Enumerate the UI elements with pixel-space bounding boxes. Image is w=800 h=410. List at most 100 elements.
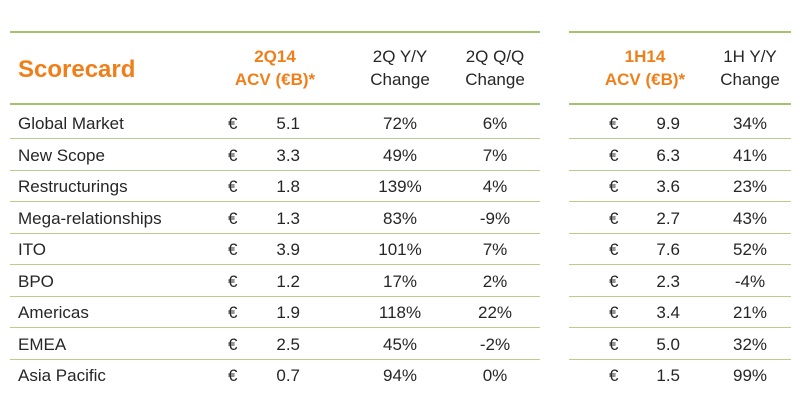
header-2q-qq-line1: 2Q Q/Q <box>465 47 525 66</box>
row-acv-2q14: 1.8 <box>276 177 300 196</box>
row-acv-2q14: 3.9 <box>276 240 300 259</box>
row-acv-1h14: 5.0 <box>656 335 680 354</box>
row-currency-2q: € <box>228 303 238 322</box>
row-currency-2q: € <box>228 209 238 228</box>
row-divider-left <box>10 327 540 328</box>
right-table-top-rule <box>569 31 791 33</box>
row-divider-right <box>569 327 791 328</box>
row-acv-1h14: 3.6 <box>656 177 680 196</box>
row-acv-1h14: 3.4 <box>656 303 680 322</box>
row-yy-1h: 21% <box>732 303 768 322</box>
table-row: Global Market €5.1 72% 6% €9.9 34% <box>0 114 800 136</box>
header-2q14-acv-line2: ACV (€B)* <box>234 70 316 89</box>
row-acv-2q14: 5.1 <box>276 114 300 133</box>
row-yy-1h: 32% <box>732 335 768 354</box>
header-1h-yy-line2: Change <box>720 70 780 89</box>
row-currency-2q: € <box>228 177 238 196</box>
row-currency-2q: € <box>228 335 238 354</box>
row-currency-1h: € <box>609 177 619 196</box>
row-qq-2q: 22% <box>477 303 513 322</box>
row-label: New Scope <box>18 146 105 165</box>
row-currency-2q: € <box>228 114 238 133</box>
table-row: Asia Pacific €0.7 94% 0% €1.5 99% <box>0 366 800 388</box>
header-2q14-acv-line1: 2Q14 <box>254 47 296 66</box>
row-acv-1h14: 1.5 <box>656 366 680 385</box>
row-label: ITO <box>18 240 47 259</box>
row-acv-2q14: 1.2 <box>276 272 300 291</box>
row-yy-2q: 101% <box>378 240 422 259</box>
row-acv-2q14: 1.3 <box>276 209 300 228</box>
header-1h-yy-change: 1H Y/Y Change <box>700 45 800 91</box>
row-currency-1h: € <box>609 209 619 228</box>
row-qq-2q: 4% <box>482 177 508 196</box>
row-divider-left <box>10 138 540 139</box>
row-yy-1h: -4% <box>734 272 766 291</box>
table-row: ITO €3.9 101% 7% €7.6 52% <box>0 240 800 262</box>
row-yy-2q: 139% <box>378 177 422 196</box>
header-2q-qq-change: 2Q Q/Q Change <box>440 45 550 91</box>
table-row: BPO €1.2 17% 2% €2.3 -4% <box>0 272 800 294</box>
row-qq-2q: 0% <box>482 366 508 385</box>
header-1h14-acv-line1: 1H14 <box>624 47 666 66</box>
row-qq-2q: 7% <box>482 240 508 259</box>
row-label: BPO <box>18 272 54 291</box>
row-currency-1h: € <box>609 303 619 322</box>
row-qq-2q: 2% <box>482 272 508 291</box>
row-yy-2q: 83% <box>382 209 418 228</box>
row-divider-left <box>10 359 540 360</box>
table-row: New Scope €3.3 49% 7% €6.3 41% <box>0 146 800 168</box>
header-2q-yy-line1: 2Q Y/Y <box>372 47 428 66</box>
row-divider-left <box>10 201 540 202</box>
row-yy-1h: 52% <box>732 240 768 259</box>
row-divider-left <box>10 233 540 234</box>
row-divider-right <box>569 170 791 171</box>
row-acv-1h14: 2.7 <box>656 209 680 228</box>
row-divider-right <box>569 233 791 234</box>
row-acv-1h14: 6.3 <box>656 146 680 165</box>
row-yy-1h: 41% <box>732 146 768 165</box>
table-row: Americas €1.9 118% 22% €3.4 21% <box>0 303 800 325</box>
row-yy-1h: 23% <box>732 177 768 196</box>
row-divider-right <box>569 296 791 297</box>
header-2q-qq-line2: Change <box>465 70 525 89</box>
left-table-top-rule <box>10 31 540 33</box>
row-yy-2q: 45% <box>382 335 418 354</box>
row-currency-1h: € <box>609 272 619 291</box>
header-2q14-acv: 2Q14 ACV (€B)* <box>220 45 330 91</box>
header-1h14-acv: 1H14 ACV (€B)* <box>590 45 700 91</box>
row-divider-left <box>10 170 540 171</box>
row-currency-2q: € <box>228 272 238 291</box>
row-label: Americas <box>18 303 89 322</box>
row-divider-right <box>569 359 791 360</box>
table-row: EMEA €2.5 45% -2% €5.0 32% <box>0 335 800 357</box>
header-1h14-acv-line2: ACV (€B)* <box>604 70 686 89</box>
row-yy-1h: 34% <box>732 114 768 133</box>
row-currency-1h: € <box>609 114 619 133</box>
row-label: EMEA <box>18 335 67 354</box>
right-table-header-rule <box>569 103 791 105</box>
row-acv-1h14: 7.6 <box>656 240 680 259</box>
table-row: Mega-relationships €1.3 83% -9% €2.7 43% <box>0 209 800 231</box>
row-yy-2q: 118% <box>378 303 422 322</box>
row-acv-1h14: 9.9 <box>656 114 680 133</box>
row-divider-right <box>569 138 791 139</box>
row-divider-left <box>10 264 540 265</box>
row-label: Restructurings <box>18 177 128 196</box>
row-currency-2q: € <box>228 366 238 385</box>
row-yy-2q: 94% <box>382 366 418 385</box>
row-divider-right <box>569 201 791 202</box>
row-currency-2q: € <box>228 240 238 259</box>
row-divider-left <box>10 296 540 297</box>
row-qq-2q: 7% <box>482 146 508 165</box>
row-qq-2q: -9% <box>479 209 511 228</box>
row-yy-2q: 49% <box>382 146 418 165</box>
row-qq-2q: 6% <box>482 114 508 133</box>
row-currency-1h: € <box>609 240 619 259</box>
row-qq-2q: -2% <box>479 335 511 354</box>
row-label: Mega-relationships <box>18 209 162 228</box>
row-currency-1h: € <box>609 335 619 354</box>
row-yy-2q: 17% <box>382 272 418 291</box>
row-currency-1h: € <box>609 366 619 385</box>
row-acv-1h14: 2.3 <box>656 272 680 291</box>
